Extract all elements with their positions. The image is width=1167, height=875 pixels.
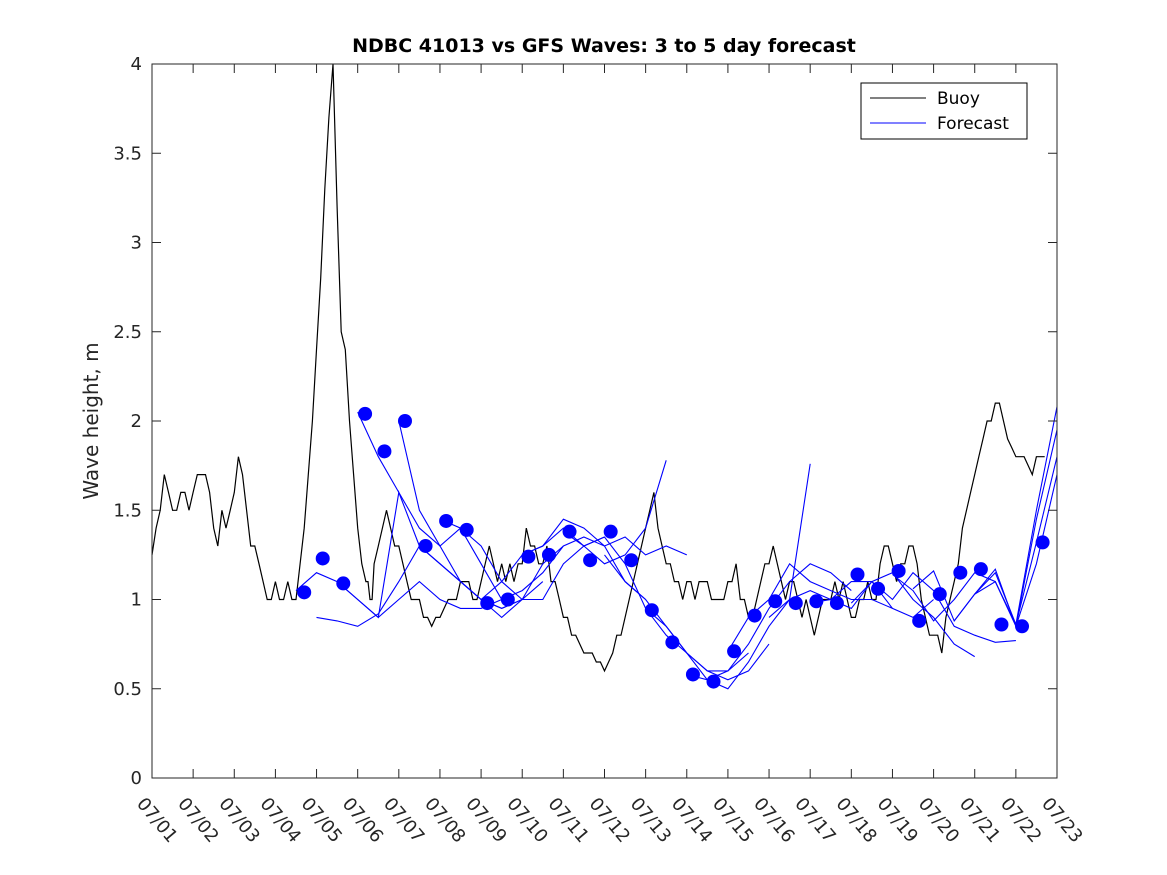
forecast-line-9 <box>563 531 749 672</box>
legend-label-buoy: Buoy <box>937 89 980 109</box>
forecast-point <box>418 538 433 553</box>
forecast-point <box>685 667 700 682</box>
forecast-point <box>665 635 680 650</box>
forecast-point <box>706 674 721 689</box>
legend: Buoy Forecast <box>860 82 1028 140</box>
y-tick-label: 4 <box>131 54 142 75</box>
y-tick-label: 1 <box>131 590 142 611</box>
forecast-point <box>809 594 824 609</box>
y-tick-label: 3 <box>131 233 142 254</box>
forecast-point <box>727 644 742 659</box>
forecast-line-8 <box>521 518 688 556</box>
forecast-point <box>994 617 1009 632</box>
forecast-point <box>891 563 906 578</box>
forecast-point <box>747 608 762 623</box>
forecast-point <box>459 522 474 537</box>
y-tick-label: 0 <box>131 768 142 789</box>
forecast-point <box>953 565 968 580</box>
forecast-point <box>336 576 351 591</box>
chart-title: NDBC 41013 vs GFS Waves: 3 to 5 day fore… <box>352 35 856 57</box>
forecast-point <box>397 414 412 428</box>
forecast-point <box>788 596 803 611</box>
forecast-line-11 <box>645 463 811 690</box>
forecast-line-4 <box>357 411 564 609</box>
forecast-point <box>377 444 392 459</box>
y-tick-label: 2 <box>131 411 142 432</box>
forecast-point <box>973 562 988 577</box>
legend-box <box>860 82 1028 140</box>
plot-area: 00.511.522.533.5407/0107/0207/0307/0407/… <box>113 54 1086 847</box>
forecast-line-18 <box>912 406 1058 627</box>
forecast-point <box>644 603 659 618</box>
legend-label-forecast: Forecast <box>937 114 1009 134</box>
forecast-point <box>562 524 577 539</box>
forecast-point <box>521 549 536 564</box>
plot-background <box>152 64 1057 778</box>
forecast-line-1 <box>295 572 502 619</box>
y-tick-label: 0.5 <box>113 679 142 700</box>
y-tick-label: 2.5 <box>113 322 142 343</box>
y-tick-label: 3.5 <box>113 143 142 164</box>
forecast-point <box>500 592 515 607</box>
forecast-point <box>297 585 312 600</box>
forecast-point <box>358 406 373 421</box>
forecast-point <box>829 596 844 611</box>
forecast-point <box>871 581 886 596</box>
forecast-point <box>850 567 865 582</box>
forecast-point <box>912 613 927 628</box>
forecast-point <box>624 553 639 568</box>
forecast-point <box>603 524 618 539</box>
y-tick-label: 1.5 <box>113 500 142 521</box>
forecast-point <box>480 596 495 611</box>
forecast-point <box>768 594 783 609</box>
forecast-line-17 <box>892 474 1058 628</box>
forecast-point <box>1015 619 1030 634</box>
y-axis-label: Wave height, m <box>79 342 103 499</box>
forecast-point <box>1035 535 1050 550</box>
forecast-point <box>583 553 598 568</box>
forecast-line-3 <box>336 490 544 619</box>
forecast-point <box>541 547 556 562</box>
forecast-point <box>932 587 947 602</box>
forecast-point <box>439 513 454 528</box>
forecast-point <box>315 551 330 566</box>
forecast-line-6 <box>439 518 646 601</box>
forecast-line-19 <box>953 429 1058 629</box>
